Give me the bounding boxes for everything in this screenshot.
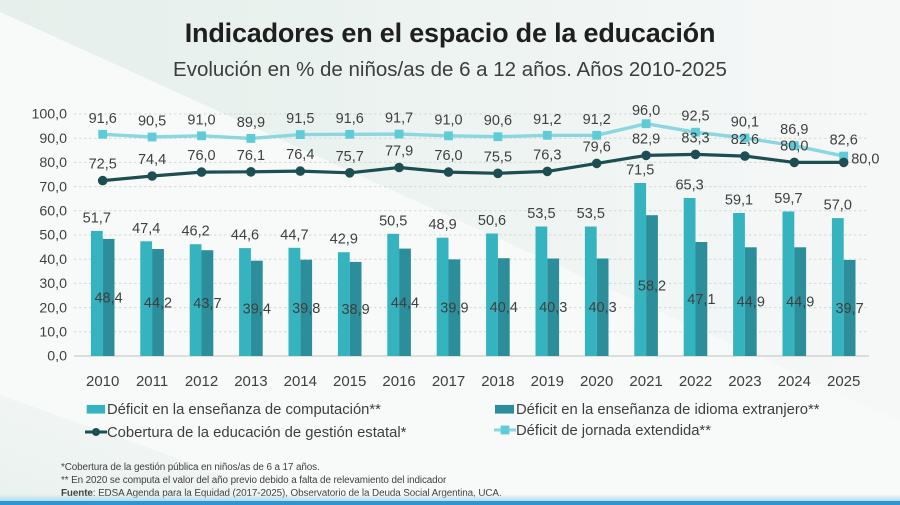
svg-text:80,0: 80,0	[851, 151, 879, 167]
svg-text:44,2: 44,2	[144, 296, 172, 312]
svg-text:43,7: 43,7	[193, 296, 221, 312]
svg-text:38,9: 38,9	[341, 302, 369, 318]
svg-text:20,0: 20,0	[39, 300, 67, 316]
svg-text:91,2: 91,2	[583, 112, 611, 128]
svg-text:83,3: 83,3	[681, 130, 709, 146]
svg-text:76,4: 76,4	[286, 147, 314, 163]
svg-text:48,4: 48,4	[94, 290, 122, 306]
svg-text:44,9: 44,9	[737, 295, 765, 311]
svg-text:96,0: 96,0	[632, 103, 660, 119]
svg-text:39,7: 39,7	[835, 301, 863, 317]
svg-text:91,6: 91,6	[89, 111, 117, 127]
svg-text:39,4: 39,4	[243, 301, 271, 317]
svg-text:59,1: 59,1	[725, 193, 753, 209]
svg-text:2023: 2023	[728, 373, 761, 390]
svg-text:65,3: 65,3	[675, 178, 703, 194]
svg-text:91,2: 91,2	[533, 112, 561, 128]
svg-text:40,3: 40,3	[588, 300, 616, 316]
svg-text:91,6: 91,6	[336, 111, 364, 127]
svg-text:50,0: 50,0	[39, 228, 67, 244]
svg-text:100,0: 100,0	[31, 107, 67, 123]
svg-text:77,9: 77,9	[385, 144, 413, 160]
svg-text:82,6: 82,6	[830, 133, 858, 149]
svg-text:90,0: 90,0	[39, 131, 67, 147]
svg-text:50,5: 50,5	[379, 213, 407, 229]
svg-text:76,1: 76,1	[237, 148, 265, 164]
svg-text:2015: 2015	[333, 373, 366, 390]
svg-text:2025: 2025	[827, 373, 860, 390]
svg-text:90,1: 90,1	[731, 115, 759, 131]
svg-text:40,3: 40,3	[539, 300, 567, 316]
svg-text:58,2: 58,2	[638, 279, 666, 295]
svg-text:70,0: 70,0	[39, 179, 67, 195]
svg-text:60,0: 60,0	[39, 204, 67, 220]
svg-text:90,6: 90,6	[484, 113, 512, 129]
svg-text:39,8: 39,8	[292, 301, 320, 317]
svg-text:44,6: 44,6	[231, 228, 259, 244]
svg-text:89,9: 89,9	[237, 115, 265, 131]
svg-text:86,9: 86,9	[780, 122, 808, 138]
svg-text:2022: 2022	[679, 373, 712, 390]
svg-text:40,0: 40,0	[39, 252, 67, 268]
svg-text:44,7: 44,7	[280, 227, 308, 243]
svg-text:51,7: 51,7	[83, 210, 111, 226]
svg-text:2011: 2011	[136, 373, 168, 390]
svg-text:82,6: 82,6	[731, 132, 759, 148]
svg-text:2021: 2021	[629, 373, 662, 390]
svg-text:91,5: 91,5	[286, 111, 314, 127]
svg-text:72,5: 72,5	[89, 157, 117, 173]
svg-text:80,0: 80,0	[39, 155, 67, 171]
svg-text:79,6: 79,6	[583, 139, 611, 155]
svg-text:47,4: 47,4	[132, 221, 160, 237]
svg-text:2010: 2010	[86, 373, 119, 390]
svg-text:91,0: 91,0	[187, 112, 215, 128]
svg-text:2013: 2013	[234, 373, 267, 390]
svg-text:76,0: 76,0	[187, 148, 215, 164]
svg-text:2014: 2014	[284, 373, 317, 390]
svg-text:2017: 2017	[432, 373, 465, 390]
svg-text:53,5: 53,5	[527, 206, 555, 222]
svg-text:76,3: 76,3	[533, 147, 561, 163]
svg-text:50,6: 50,6	[478, 213, 506, 229]
svg-text:42,9: 42,9	[330, 232, 358, 248]
svg-text:57,0: 57,0	[824, 198, 852, 214]
svg-text:59,7: 59,7	[774, 191, 802, 207]
svg-text:40,4: 40,4	[490, 300, 518, 316]
svg-text:2019: 2019	[531, 373, 564, 390]
svg-text:82,9: 82,9	[632, 131, 660, 147]
svg-text:46,2: 46,2	[181, 224, 209, 240]
svg-text:48,9: 48,9	[428, 217, 456, 233]
svg-text:91,0: 91,0	[434, 112, 462, 128]
svg-text:75,5: 75,5	[484, 149, 512, 165]
svg-text:71,5: 71,5	[626, 163, 654, 179]
svg-text:2012: 2012	[185, 373, 218, 390]
svg-text:47,1: 47,1	[687, 292, 715, 308]
svg-text:91,7: 91,7	[385, 111, 413, 127]
svg-text:44,9: 44,9	[786, 295, 814, 311]
svg-text:2018: 2018	[481, 373, 514, 390]
svg-text:90,5: 90,5	[138, 114, 166, 130]
svg-text:30,0: 30,0	[39, 276, 67, 292]
svg-text:74,4: 74,4	[138, 152, 166, 168]
svg-text:2016: 2016	[382, 373, 415, 390]
svg-text:0,0: 0,0	[47, 349, 67, 365]
svg-text:92,5: 92,5	[681, 109, 709, 125]
svg-text:44,4: 44,4	[391, 295, 419, 311]
svg-text:39,9: 39,9	[440, 301, 468, 317]
svg-text:2020: 2020	[580, 373, 613, 390]
svg-text:2024: 2024	[778, 373, 811, 390]
svg-text:53,5: 53,5	[577, 206, 605, 222]
svg-text:75,7: 75,7	[336, 149, 364, 165]
svg-text:80,0: 80,0	[780, 138, 808, 154]
svg-text:10,0: 10,0	[39, 325, 67, 341]
svg-text:76,0: 76,0	[434, 148, 462, 164]
